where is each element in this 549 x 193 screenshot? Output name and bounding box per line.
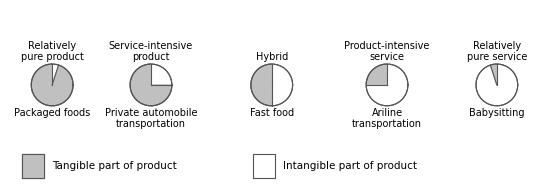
Polygon shape — [31, 64, 73, 106]
Polygon shape — [22, 154, 44, 178]
Text: Tangible part of product: Tangible part of product — [52, 161, 177, 171]
Text: Ariline
transportation: Ariline transportation — [352, 108, 422, 129]
Text: Service-intensive
product: Service-intensive product — [109, 41, 193, 62]
Polygon shape — [130, 64, 172, 106]
Text: Relatively
pure service: Relatively pure service — [467, 41, 527, 62]
Polygon shape — [251, 64, 272, 106]
Text: Fast food: Fast food — [250, 108, 294, 118]
Text: Hybrid: Hybrid — [256, 52, 288, 62]
Text: Relatively
pure product: Relatively pure product — [21, 41, 83, 62]
Polygon shape — [251, 64, 293, 106]
Text: Product-intensive
service: Product-intensive service — [344, 41, 430, 62]
Text: Intangible part of product: Intangible part of product — [283, 161, 417, 171]
Polygon shape — [253, 154, 274, 178]
Polygon shape — [476, 64, 518, 106]
Polygon shape — [366, 64, 387, 85]
Text: Babysitting: Babysitting — [469, 108, 525, 118]
Polygon shape — [130, 64, 172, 106]
Polygon shape — [490, 64, 497, 85]
Polygon shape — [366, 64, 408, 106]
Text: Packaged foods: Packaged foods — [14, 108, 90, 118]
Text: Private automobile
transportation: Private automobile transportation — [105, 108, 197, 129]
Polygon shape — [31, 64, 73, 106]
